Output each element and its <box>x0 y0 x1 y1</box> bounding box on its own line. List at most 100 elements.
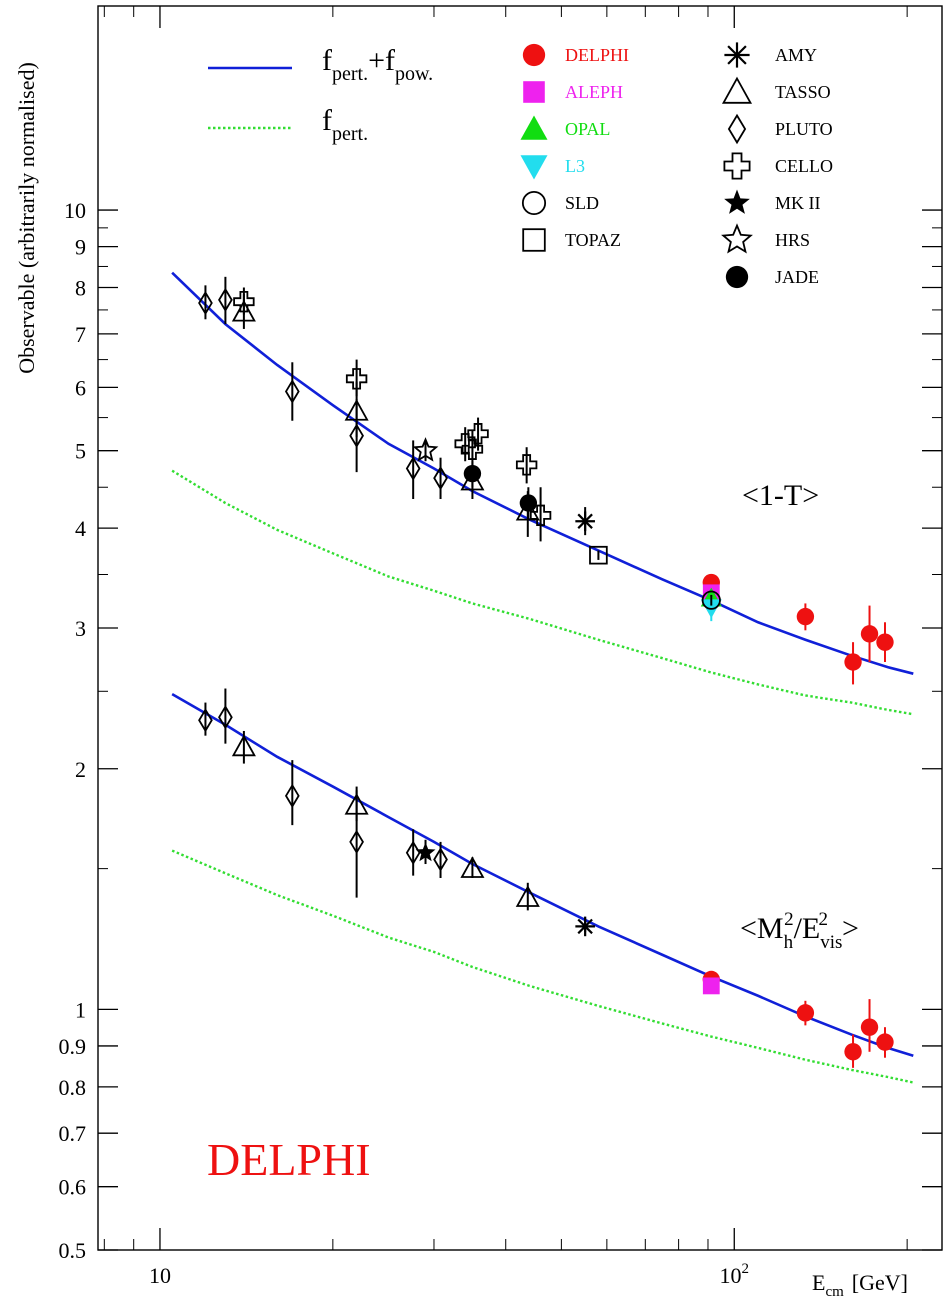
y-tick-label: 0.9 <box>59 1034 87 1059</box>
data-point-jade <box>463 461 482 488</box>
data-point-pluto <box>218 688 233 744</box>
marker <box>284 783 300 809</box>
data-point-pluto <box>218 276 233 325</box>
marker <box>198 707 213 733</box>
legend-label: DELPHI <box>565 45 629 65</box>
data-point-cello <box>345 359 368 397</box>
asterisk-stroke <box>577 513 593 529</box>
asterisk-stroke <box>577 918 593 935</box>
marker <box>284 379 300 404</box>
legend-lines: fpert.+fpow. fpert. <box>208 44 433 145</box>
legend-entry-tasso: TASSO <box>721 76 831 104</box>
data-point-topaz <box>589 545 608 565</box>
data-point-pluto <box>433 457 448 500</box>
legend-marker <box>727 113 747 145</box>
data-point-delphi <box>860 605 879 663</box>
legend-label: MK II <box>775 193 821 213</box>
asterisk-stroke <box>727 45 747 65</box>
marker <box>876 633 894 651</box>
data-point-amy <box>575 916 595 937</box>
pert-curve-thrust <box>171 469 914 716</box>
marker <box>529 504 552 527</box>
y-tick-label: 5 <box>75 439 86 464</box>
legend-entry-amy: AMY <box>724 42 817 68</box>
legend-marker <box>520 115 548 140</box>
marker <box>233 290 255 313</box>
x-tick-label: 10 <box>149 1263 171 1288</box>
marker <box>575 511 595 532</box>
y-tick-label: 4 <box>75 516 86 541</box>
pert-curve-heavy_jet_mass <box>171 849 914 1084</box>
data-point-mk-ii <box>415 839 436 865</box>
legend-label: L3 <box>565 156 585 176</box>
legend-label: AMY <box>775 45 817 65</box>
y-tick-label: 6 <box>75 375 86 400</box>
marker <box>463 464 482 483</box>
x-tick-label: 102 <box>720 1261 750 1288</box>
label-thrust: <1-T> <box>742 479 819 512</box>
y-tick-label: 0.7 <box>59 1121 87 1146</box>
marker <box>218 287 233 313</box>
marker <box>345 368 368 390</box>
legend-entry-delphi: DELPHI <box>522 43 629 67</box>
data-point-cello <box>529 487 552 542</box>
marker <box>467 423 489 445</box>
marker <box>796 607 815 626</box>
marker <box>701 590 721 610</box>
axis-ticks <box>98 6 942 1251</box>
y-tick-labels: 0.5 0.6 0.7 0.8 0.9 1 2 3 4 5 6 7 8 9 10 <box>59 198 87 1263</box>
legend-label: TOPAZ <box>565 230 621 250</box>
data-point-delphi <box>876 1027 894 1058</box>
y-tick-label: 2 <box>75 757 86 782</box>
marker <box>349 423 364 448</box>
y-tick-label: 7 <box>75 322 86 347</box>
legend-pert-label: fpert. <box>322 104 368 145</box>
marker <box>702 977 720 995</box>
x-axis-label: Ecm [GeV] <box>812 1270 908 1300</box>
data-point-aleph <box>702 977 720 995</box>
data-point-jade <box>519 487 538 520</box>
delphi-watermark: DELPHI <box>207 1134 371 1185</box>
y-tick-label: 1 <box>75 997 86 1022</box>
data-point-amy <box>575 507 595 536</box>
marker <box>412 437 439 462</box>
marker <box>231 299 256 322</box>
legend-marker <box>724 42 750 68</box>
marker <box>218 704 233 730</box>
marker <box>589 545 608 565</box>
data-point-pluto <box>433 841 448 879</box>
marker <box>796 1004 815 1022</box>
marker <box>433 465 448 491</box>
legend-label: SLD <box>565 193 599 213</box>
data-point-delphi <box>876 622 894 663</box>
legend-entry-topaz: TOPAZ <box>522 228 621 252</box>
marker <box>515 454 538 476</box>
legend-marker <box>521 190 547 216</box>
marker <box>460 856 485 878</box>
legend-label: ALEPH <box>565 82 623 102</box>
marker <box>198 290 213 316</box>
marker <box>231 734 256 757</box>
data-point-pluto <box>405 440 421 500</box>
label-heavy-jet-mass: <Mh2/Evis2 > <box>740 909 859 953</box>
legend-label: TASSO <box>775 82 831 102</box>
data-point-pluto <box>405 829 421 876</box>
data-point-tasso <box>460 856 485 879</box>
data-point-sld <box>701 590 721 610</box>
data-point-cello <box>515 447 538 484</box>
legend-marker <box>522 43 546 67</box>
legend-entry-jade: JADE <box>725 265 819 289</box>
data-point-pluto <box>198 702 213 736</box>
y-tick-label: 0.8 <box>59 1075 87 1100</box>
marker <box>844 1043 862 1061</box>
legend-entry-cello: CELLO <box>723 152 833 180</box>
legend-marker <box>523 81 545 103</box>
marker <box>405 456 421 481</box>
marker <box>433 847 448 872</box>
legend-label: PLUTO <box>775 119 833 139</box>
data-point-cello <box>233 287 255 315</box>
curves <box>171 271 914 1084</box>
y-tick-label: 10 <box>64 198 86 223</box>
data-point-delphi <box>796 1000 815 1026</box>
